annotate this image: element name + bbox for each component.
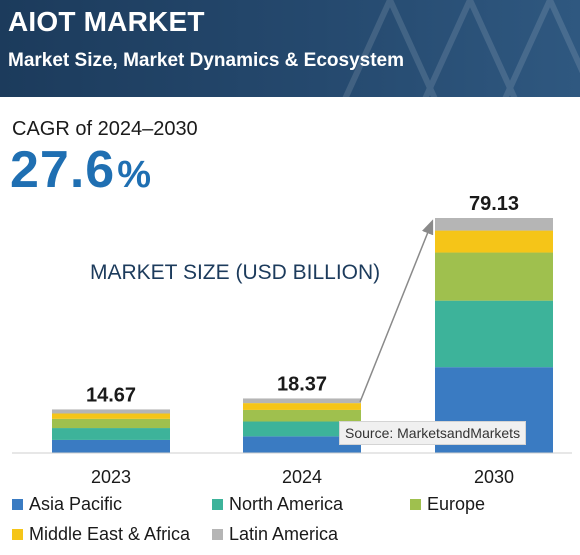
bar-2024-europe	[243, 409, 361, 422]
legend-label: Middle East & Africa	[29, 524, 191, 544]
bar-2030-europe	[435, 252, 553, 301]
legend-swatch	[12, 529, 23, 540]
cagr-label: CAGR of 2024–2030	[12, 118, 198, 140]
cagr-unit: %	[117, 154, 153, 196]
bar-2023-asia-pacific	[52, 439, 170, 453]
legend-label: North America	[229, 494, 344, 514]
bar-2023-middle-east-africa	[52, 413, 170, 419]
chart-x-axis-labels: 2023 2024 2030	[91, 467, 514, 487]
bar-2030-latin-america	[435, 218, 553, 231]
legend-item-latin-america: Latin America	[212, 524, 338, 545]
legend-label: Latin America	[229, 524, 339, 544]
cagr-value: 27.6%	[10, 140, 152, 200]
page-subtitle: Market Size, Market Dynamics & Ecosystem	[8, 50, 405, 71]
legend-item-middle-east-africa: Middle East & Africa	[12, 524, 190, 545]
bar-2024-north-america	[243, 421, 361, 437]
bar-2030-north-america	[435, 300, 553, 368]
x-label-2030: 2030	[474, 467, 514, 487]
source-note: Source: MarketsandMarkets	[339, 421, 527, 445]
page-title: AIOT MARKET	[8, 6, 205, 37]
legend-item-asia-pacific: Asia Pacific	[12, 494, 122, 515]
bar-2024-middle-east-africa	[243, 403, 361, 410]
bar-2024-asia-pacific	[243, 436, 361, 453]
header-banner: AIOT MARKET Market Size, Market Dynamics…	[0, 0, 580, 97]
legend-swatch	[212, 529, 223, 540]
legend-label: Asia Pacific	[29, 494, 123, 514]
bar-2023-latin-america	[52, 409, 170, 414]
x-label-2024: 2024	[282, 467, 322, 487]
legend-swatch	[410, 499, 421, 510]
x-label-2023: 2023	[91, 467, 131, 487]
bar-2024-latin-america	[243, 398, 361, 404]
bar-2023-europe	[52, 418, 170, 429]
legend-label: Europe	[427, 494, 486, 514]
bar-2030-middle-east-africa	[435, 230, 553, 253]
banner-pattern-decoration	[342, 0, 580, 97]
total-label-2030: 79.13	[469, 193, 519, 215]
legend-swatch	[212, 499, 223, 510]
legend-item-europe: Europe	[410, 494, 485, 515]
cagr-number: 27.6	[10, 141, 116, 199]
legend-swatch	[12, 499, 23, 510]
bar-2023-north-america	[52, 428, 170, 440]
growth-arrow	[359, 219, 434, 403]
chart-bars	[52, 218, 553, 453]
chart-legend: Asia Pacific North America Europe Middle Ea…	[0, 490, 580, 555]
legend-item-north-america: North America	[212, 494, 343, 515]
chart-title: MARKET SIZE (USD BILLION)	[90, 261, 380, 284]
total-label-2024: 18.37	[277, 373, 327, 395]
chart-total-labels: 14.67 18.37 79.13	[86, 193, 519, 406]
total-label-2023: 14.67	[86, 384, 136, 406]
